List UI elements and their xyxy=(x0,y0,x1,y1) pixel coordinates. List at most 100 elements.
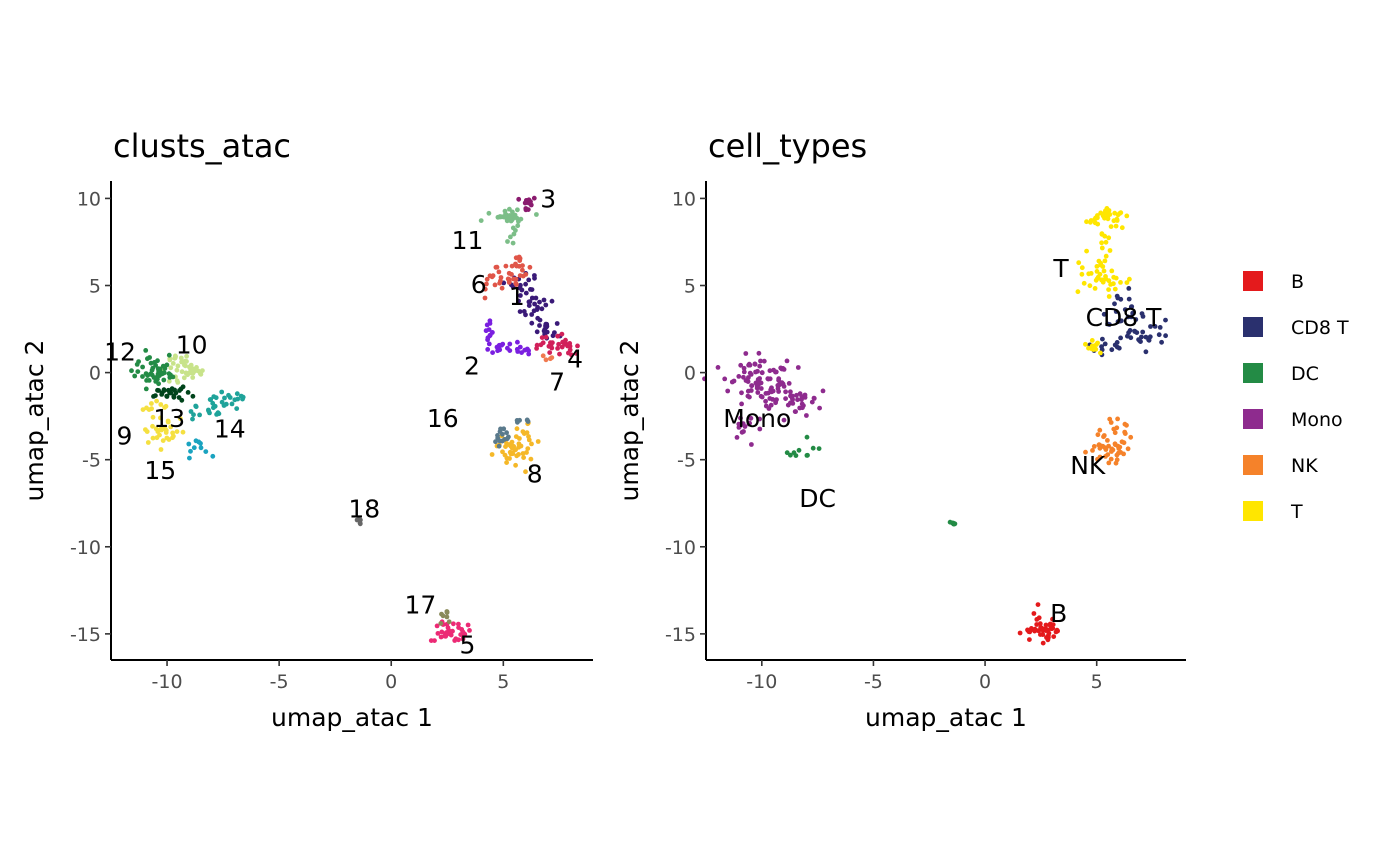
data-point xyxy=(1045,637,1051,643)
cluster-7 xyxy=(540,353,555,363)
cluster-label-4: 4 xyxy=(567,345,583,374)
data-point xyxy=(1034,617,1040,622)
data-point xyxy=(1098,350,1103,356)
data-point xyxy=(174,367,180,373)
data-point xyxy=(451,621,456,627)
data-point xyxy=(1031,611,1037,616)
data-point xyxy=(444,614,450,620)
data-point xyxy=(483,328,489,334)
y-axis-title: umap_atac 2 xyxy=(20,340,49,502)
data-point xyxy=(1094,342,1099,347)
data-point xyxy=(537,323,542,328)
data-point xyxy=(167,375,173,380)
data-point xyxy=(531,195,537,201)
data-point xyxy=(519,350,524,355)
data-point xyxy=(1114,457,1120,463)
y-tick-label: 10 xyxy=(77,188,101,210)
data-point xyxy=(520,267,525,273)
data-point xyxy=(149,406,155,412)
data-point xyxy=(221,403,227,408)
data-point xyxy=(197,412,203,418)
legend-label: Mono xyxy=(1291,409,1343,431)
data-point xyxy=(453,636,459,642)
data-point xyxy=(749,442,754,447)
data-point xyxy=(514,215,520,221)
data-point xyxy=(508,441,514,447)
data-point xyxy=(506,434,511,440)
data-point xyxy=(166,371,172,377)
data-point xyxy=(539,306,545,312)
data-point xyxy=(537,299,542,305)
data-point xyxy=(1156,332,1162,338)
y-axis-title: umap_atac 2 xyxy=(615,340,644,502)
data-point xyxy=(521,309,527,314)
data-point xyxy=(1107,248,1113,253)
data-point xyxy=(1109,268,1115,274)
y-tick-label: -15 xyxy=(665,624,696,646)
data-point xyxy=(1127,276,1132,282)
cluster-11 xyxy=(478,206,539,246)
data-point xyxy=(456,625,461,630)
data-point xyxy=(1083,449,1088,455)
legend: B CD8 T DC Mono NK T xyxy=(1243,271,1349,523)
x-tick-label: -10 xyxy=(746,671,777,693)
data-point xyxy=(1111,281,1116,287)
data-point xyxy=(1139,334,1144,340)
cluster-8 xyxy=(489,420,541,475)
data-point xyxy=(749,383,755,388)
data-point xyxy=(505,345,510,351)
data-point xyxy=(504,441,509,446)
panel-title: cell_types xyxy=(708,127,867,165)
data-point xyxy=(513,228,518,233)
data-point xyxy=(745,379,751,384)
data-point xyxy=(510,209,515,215)
data-point xyxy=(354,517,360,523)
data-point xyxy=(1102,258,1108,264)
data-point xyxy=(357,521,363,527)
data-point xyxy=(516,196,522,202)
data-point xyxy=(154,398,160,404)
data-point xyxy=(179,397,185,403)
cluster-12 xyxy=(129,348,176,392)
data-point xyxy=(540,340,546,346)
data-point xyxy=(1124,280,1130,285)
data-point xyxy=(1084,219,1089,225)
data-point xyxy=(1116,345,1122,351)
data-point xyxy=(500,449,505,455)
data-point xyxy=(1114,218,1120,223)
data-point xyxy=(759,370,765,376)
data-point xyxy=(1121,451,1126,457)
data-point xyxy=(1105,321,1110,327)
data-point xyxy=(1129,304,1135,309)
legend-swatch xyxy=(1243,271,1263,291)
legend-swatch xyxy=(1243,455,1263,475)
data-point xyxy=(1102,233,1108,239)
panel-cell-types: cell_types -10 -5 0 5 10 5 0 -5 -10 -15 umap_atac 1… xyxy=(615,127,1186,732)
data-point xyxy=(526,277,532,283)
scatter-points xyxy=(702,206,1168,646)
data-point xyxy=(786,381,792,386)
data-point xyxy=(757,381,762,386)
data-point xyxy=(788,452,793,458)
data-point xyxy=(186,441,192,447)
data-point xyxy=(1115,416,1120,422)
data-point xyxy=(1101,268,1107,274)
data-point xyxy=(1112,342,1118,348)
data-point xyxy=(1092,220,1098,226)
data-point xyxy=(1163,333,1168,339)
legend-item-t: T xyxy=(1243,501,1303,523)
data-point xyxy=(1099,344,1104,349)
data-point xyxy=(1100,336,1105,342)
data-point xyxy=(1122,421,1128,427)
data-point xyxy=(1112,286,1118,292)
data-point xyxy=(534,212,539,217)
data-point xyxy=(175,380,181,385)
data-point xyxy=(1139,311,1145,316)
data-point xyxy=(1112,301,1117,307)
legend-label: DC xyxy=(1291,363,1319,385)
panel-title: clusts_atac xyxy=(113,127,291,165)
legend-swatch xyxy=(1243,363,1263,383)
data-point xyxy=(1113,309,1119,314)
data-point xyxy=(478,218,484,224)
data-point xyxy=(506,270,512,276)
